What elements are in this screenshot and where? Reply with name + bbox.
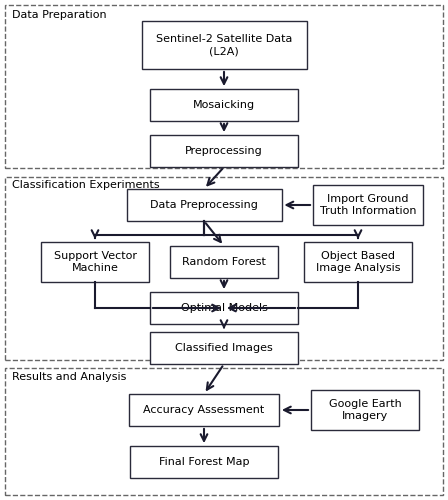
Text: Classification Experiments: Classification Experiments [12,180,159,190]
Bar [126,189,281,221]
Bar [150,292,298,324]
Bar [150,135,298,167]
Bar [129,394,279,426]
Text: Support Vector
Machine: Support Vector Machine [53,251,137,273]
Bar [41,242,149,282]
Bar [142,21,306,69]
Text: Optimal Models: Optimal Models [181,303,267,313]
Bar [313,185,423,225]
Bar [150,89,298,121]
Text: Object Based
Image Analysis: Object Based Image Analysis [316,251,400,273]
Bar [311,390,419,430]
Text: Google Earth
Imagery: Google Earth Imagery [329,399,401,421]
Bar [5,177,443,360]
Text: Preprocessing: Preprocessing [185,146,263,156]
Text: Final Forest Map: Final Forest Map [159,457,249,467]
Text: Accuracy Assessment: Accuracy Assessment [143,405,265,415]
Text: Classified Images: Classified Images [175,343,273,353]
Bar [5,368,443,495]
Text: Import Ground
Truth Information: Import Ground Truth Information [320,194,416,216]
Bar [5,5,443,168]
Text: Data Preparation: Data Preparation [12,10,107,20]
Text: Random Forest: Random Forest [182,257,266,267]
Text: Results and Analysis: Results and Analysis [12,372,126,382]
Text: Mosaicking: Mosaicking [193,100,255,110]
Text: Data Preprocessing: Data Preprocessing [150,200,258,210]
Bar [130,446,278,478]
Bar [304,242,412,282]
Text: Sentinel-2 Satellite Data
(L2A): Sentinel-2 Satellite Data (L2A) [156,34,292,56]
Bar [150,332,298,364]
Bar [170,246,278,278]
